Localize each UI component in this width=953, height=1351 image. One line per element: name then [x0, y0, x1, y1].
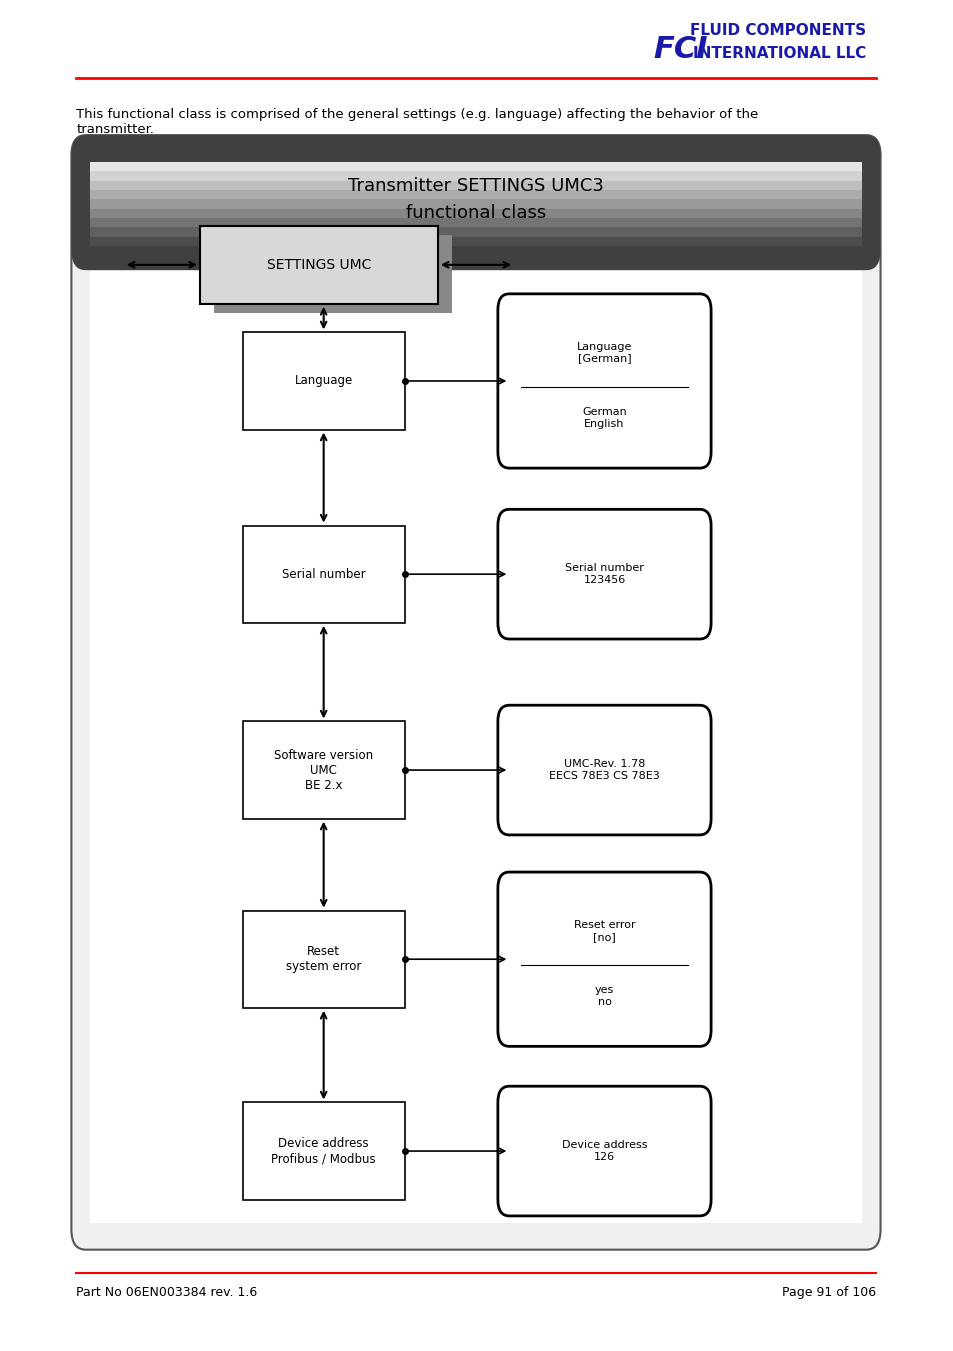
Bar: [91, 172, 861, 181]
Text: functional class: functional class: [405, 204, 545, 223]
Text: FLUID COMPONENTS: FLUID COMPONENTS: [689, 23, 865, 38]
Text: Device address
Profibus / Modbus: Device address Profibus / Modbus: [271, 1138, 375, 1165]
Bar: [91, 200, 861, 208]
Text: Device address
126: Device address 126: [561, 1140, 646, 1162]
Text: German
English: German English: [581, 407, 626, 428]
Text: Language
[German]: Language [German]: [577, 342, 632, 363]
FancyBboxPatch shape: [71, 135, 880, 1250]
FancyBboxPatch shape: [497, 1086, 710, 1216]
Text: Reset
system error: Reset system error: [286, 946, 361, 973]
Bar: [91, 181, 861, 190]
Text: INTERNATIONAL LLC: INTERNATIONAL LLC: [692, 46, 865, 61]
Bar: [91, 208, 861, 218]
Text: SETTINGS UMC: SETTINGS UMC: [267, 258, 371, 272]
FancyBboxPatch shape: [214, 235, 452, 313]
Text: Software version
UMC
BE 2.x: Software version UMC BE 2.x: [274, 748, 373, 792]
Text: Page 91 of 106: Page 91 of 106: [781, 1286, 875, 1300]
Text: Serial number: Serial number: [281, 567, 365, 581]
Text: This functional class is comprised of the general settings (e.g. language) affec: This functional class is comprised of th…: [76, 108, 758, 136]
FancyBboxPatch shape: [497, 705, 710, 835]
FancyBboxPatch shape: [242, 911, 404, 1008]
FancyBboxPatch shape: [497, 295, 710, 469]
FancyBboxPatch shape: [242, 526, 404, 623]
FancyBboxPatch shape: [497, 873, 710, 1047]
Bar: [91, 218, 861, 227]
FancyBboxPatch shape: [91, 250, 861, 1223]
Bar: [91, 162, 861, 172]
Text: Serial number
123456: Serial number 123456: [564, 563, 643, 585]
Bar: [91, 227, 861, 236]
Bar: [91, 190, 861, 200]
Text: FCI: FCI: [653, 35, 707, 65]
Text: Reset error
[no]: Reset error [no]: [573, 920, 635, 942]
FancyBboxPatch shape: [200, 226, 437, 304]
FancyBboxPatch shape: [242, 1102, 404, 1200]
FancyBboxPatch shape: [497, 509, 710, 639]
Text: yes
no: yes no: [595, 985, 614, 1006]
Text: UMC-Rev. 1.78
EECS 78E3 CS 78E3: UMC-Rev. 1.78 EECS 78E3 CS 78E3: [549, 759, 659, 781]
Text: Transmitter SETTINGS UMC3: Transmitter SETTINGS UMC3: [348, 177, 603, 196]
Text: Language: Language: [294, 374, 353, 388]
FancyBboxPatch shape: [71, 135, 880, 270]
FancyBboxPatch shape: [242, 721, 404, 819]
Bar: [91, 236, 861, 246]
Text: Part No 06EN003384 rev. 1.6: Part No 06EN003384 rev. 1.6: [76, 1286, 257, 1300]
FancyBboxPatch shape: [242, 332, 404, 430]
